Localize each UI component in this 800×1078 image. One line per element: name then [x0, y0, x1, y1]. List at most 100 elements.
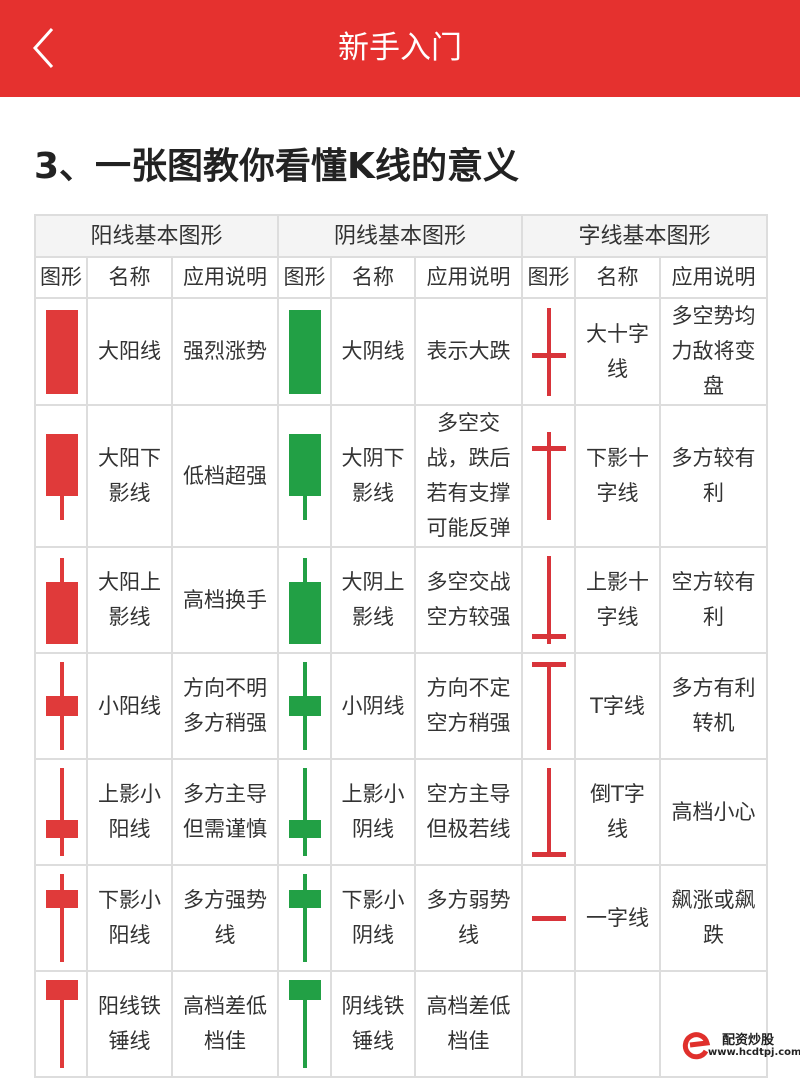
inverted-t-candle-icon: [532, 768, 566, 857]
table-row: 大阳下影线 低档超强 大阴下影线 多空交战，跌后若有支撑可能反弹 下影十字线 多方较有利: [34, 404, 768, 548]
pattern-description: 空方较有利: [659, 546, 768, 654]
pattern-description: 多方有利转机: [659, 652, 768, 760]
figure-cell: [277, 297, 332, 406]
body-lower-shadow-candle-icon: [46, 434, 78, 520]
small-mid-candle-icon: [46, 662, 78, 750]
article-heading: 3、一张图教你看懂K线的意义: [34, 146, 519, 187]
body: [289, 980, 321, 1000]
cross-bar: [532, 634, 566, 639]
table-row: 大阳线 强烈涨势 大阴线 表示大跌 大十字线 多空势均力敌将变盘: [34, 297, 768, 406]
pattern-description: 空方主导但极若线: [414, 758, 523, 866]
cross-bar: [532, 916, 566, 921]
figure-cell: [277, 546, 332, 654]
pattern-name: 下影小阳线: [86, 864, 173, 972]
wick: [547, 307, 551, 396]
top-bar: 新手入门: [0, 0, 800, 97]
pattern-description: 高档换手: [171, 546, 279, 654]
pattern-description: 方向不定空方稍强: [414, 652, 523, 760]
small-high-candle-icon: [289, 874, 321, 962]
small-mid-candle-icon: [289, 662, 321, 750]
pattern-name: 上影小阴线: [330, 758, 416, 866]
hammer-candle-icon: [46, 980, 78, 1068]
page-title: 新手入门: [338, 30, 462, 66]
watermark-name: 配资炒股: [722, 1033, 775, 1048]
chevron-left-icon[interactable]: [30, 26, 70, 70]
column-header: 图形: [277, 256, 332, 299]
wick: [303, 496, 307, 520]
column-header: 图形: [34, 256, 88, 299]
pattern-description: 多方强势线: [171, 864, 279, 972]
pattern-name: 一字线: [574, 864, 661, 972]
small-low-candle-icon: [46, 768, 78, 856]
group-header-cross: 字线基本图形: [521, 214, 768, 258]
figure-cell: [277, 758, 332, 866]
wick: [303, 768, 307, 856]
pattern-description: 高档小心: [659, 758, 768, 866]
body: [46, 696, 78, 716]
figure-cell: [34, 864, 88, 972]
empty-candle-icon: [523, 972, 575, 1076]
watermark-url: www.hcdtpj.com: [708, 1047, 800, 1058]
cross-high-candle-icon: [532, 432, 566, 520]
logo-e-icon: [682, 1032, 711, 1060]
pattern-name: 大十字线: [574, 297, 661, 406]
body: [46, 582, 78, 644]
pattern-name: 大阳上影线: [86, 546, 173, 654]
figure-cell: [34, 970, 88, 1078]
wick: [303, 558, 307, 582]
pattern-name: 阳线铁锤线: [86, 970, 173, 1078]
figure-cell: [34, 546, 88, 654]
wick: [547, 662, 551, 750]
wick: [303, 1000, 307, 1068]
figure-cell: [521, 546, 576, 654]
wick: [60, 558, 64, 582]
pattern-name: 大阳线: [86, 297, 173, 406]
figure-cell: [277, 404, 332, 548]
figure-cell: [521, 404, 576, 548]
figure-cell: [277, 970, 332, 1078]
cross-low-candle-icon: [532, 556, 566, 644]
figure-cell: [34, 652, 88, 760]
column-header: 名称: [574, 256, 661, 299]
wick: [547, 432, 551, 520]
figure-cell: [521, 864, 576, 972]
pattern-description: 低档超强: [171, 404, 279, 548]
table-row: 阳线铁锤线 高档差低档佳 阴线铁锤线 高档差低档佳: [34, 970, 768, 1078]
figure-cell: [521, 758, 576, 866]
wick: [60, 768, 64, 856]
column-header: 应用说明: [659, 256, 768, 299]
figure-cell: [521, 297, 576, 406]
pattern-name: 上影小阳线: [86, 758, 173, 866]
body: [46, 309, 78, 394]
pattern-name: 阴线铁锤线: [330, 970, 416, 1078]
big-body-candle-icon: [289, 309, 321, 394]
wick: [60, 496, 64, 520]
table-row: 下影小阳线 多方强势线 下影小阴线 多方弱势线 一字线 飙涨或飙跌: [34, 864, 768, 972]
group-header-yin: 阴线基本图形: [277, 214, 523, 258]
big-body-candle-icon: [46, 309, 78, 394]
table-row: 小阳线 方向不明多方稍强 小阴线 方向不定空方稍强 T字线 多方有利转机: [34, 652, 768, 760]
small-high-candle-icon: [46, 874, 78, 962]
figure-cell: [34, 297, 88, 406]
pattern-name: 大阴下影线: [330, 404, 416, 548]
figure-cell: [277, 864, 332, 972]
column-header: 应用说明: [171, 256, 279, 299]
hammer-candle-icon: [289, 980, 321, 1068]
pattern-name: [574, 970, 661, 1078]
column-header: 应用说明: [414, 256, 523, 299]
pattern-description: 高档差低档佳: [171, 970, 279, 1078]
wick: [60, 874, 64, 962]
body-lower-shadow-candle-icon: [289, 434, 321, 520]
body: [46, 980, 78, 1000]
pattern-description: 多空势均力敌将变盘: [659, 297, 768, 406]
watermark: 配资炒股 www.hcdtpj.com: [680, 1025, 800, 1067]
cross-bar: [532, 662, 566, 667]
small-low-candle-icon: [289, 768, 321, 856]
column-header: 名称: [330, 256, 416, 299]
body-upper-shadow-candle-icon: [289, 558, 321, 644]
group-header-yang: 阳线基本图形: [34, 214, 279, 258]
cross-bar: [532, 446, 566, 451]
flat-line-candle-icon: [532, 916, 566, 921]
body: [289, 434, 321, 496]
pattern-description: 多空交战，跌后若有支撑可能反弹: [414, 404, 523, 548]
